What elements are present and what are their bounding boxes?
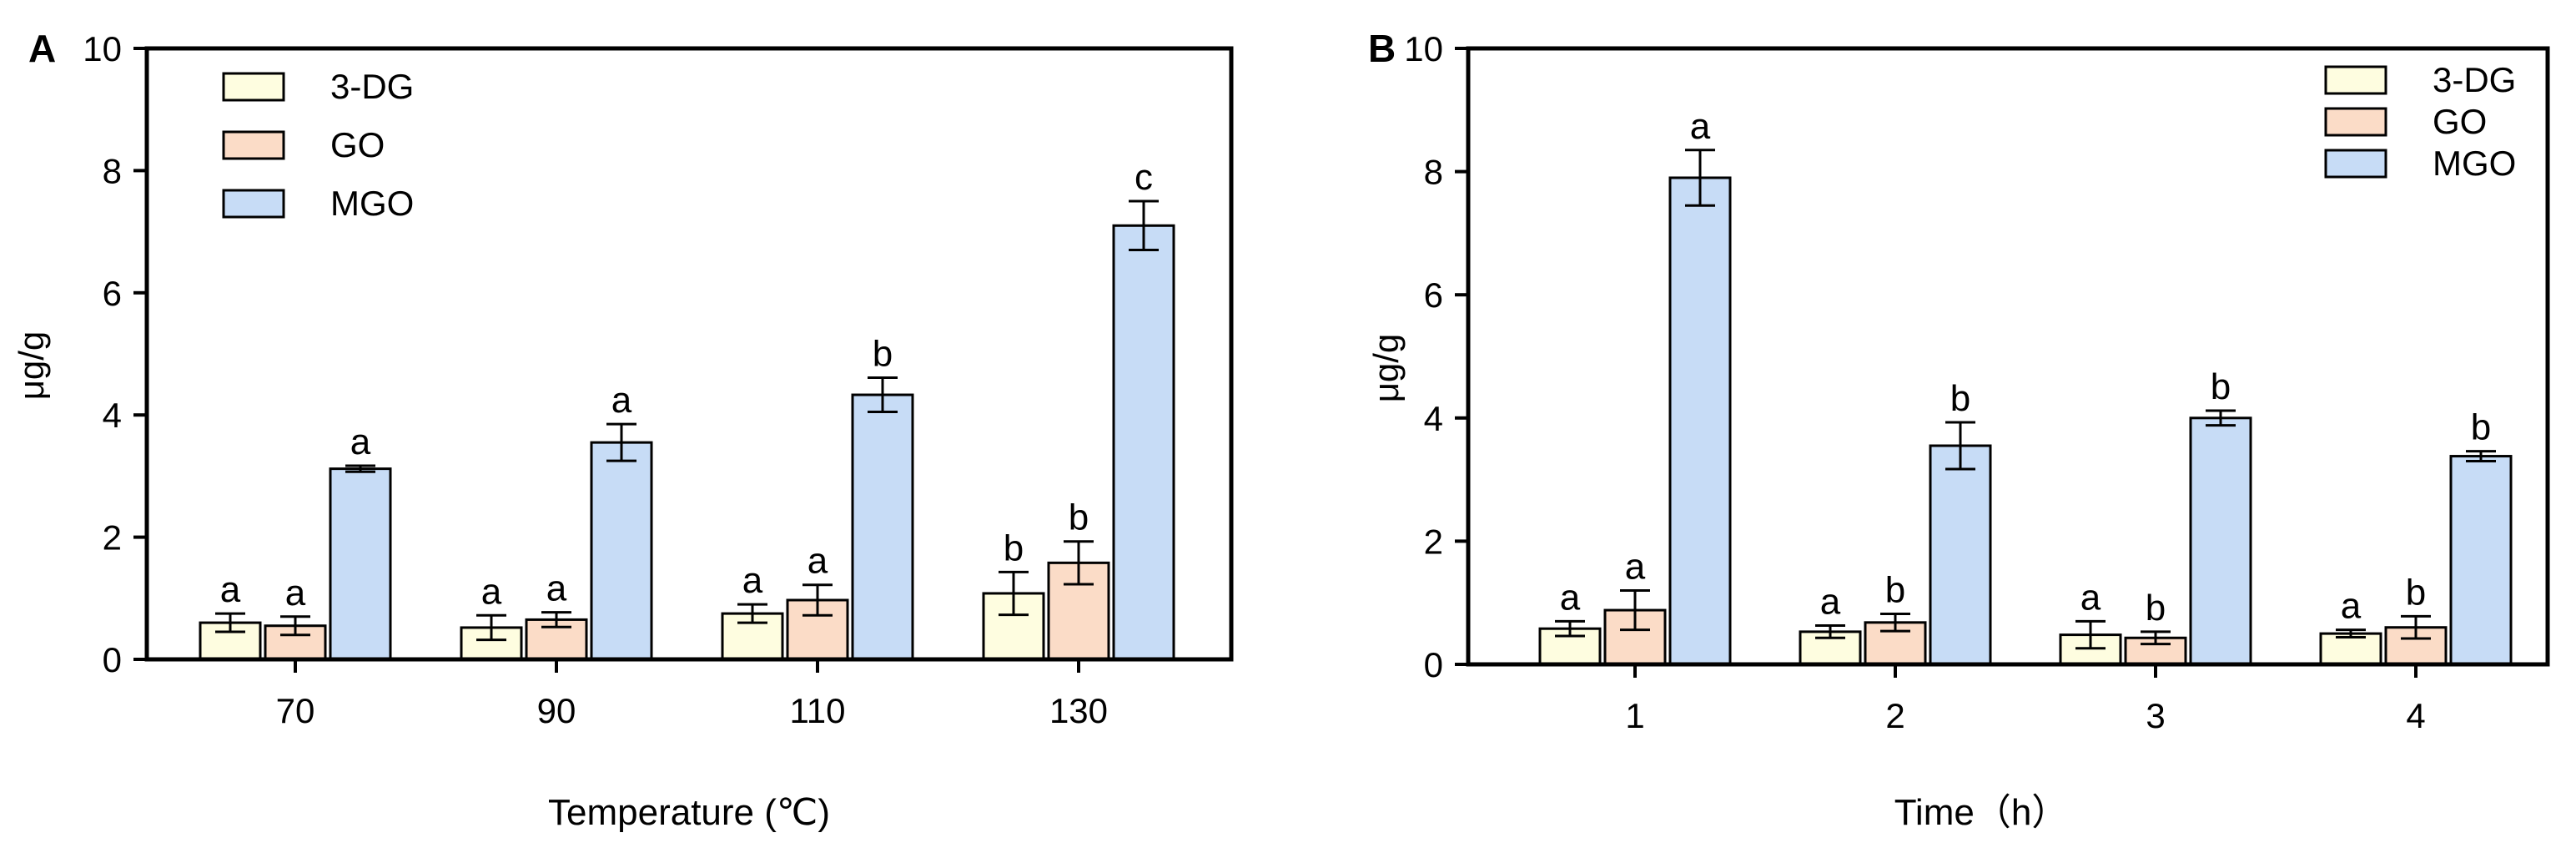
bar-mgo-3 [2191,418,2251,664]
significance-letter: a [481,571,502,612]
y-tick-label: 4 [103,396,122,435]
y-tick-label: 2 [1424,522,1443,561]
bar-mgo-1 [1670,178,1730,664]
legend: 3-DG GO MGO [224,67,414,223]
y-tick-label: 6 [103,274,122,313]
significance-letter: a [350,421,371,462]
y-axis-title: μg/g [1366,334,1406,403]
legend-swatch-go [224,132,284,159]
significance-letter: b [2471,407,2491,448]
y-tick-label: 0 [1424,645,1443,684]
legend-label: MGO [330,184,414,223]
y-tick-label: 10 [1404,29,1443,68]
legend-label: GO [2433,102,2487,141]
x-tick-label: 130 [1049,691,1108,730]
significance-letter: b [2211,366,2231,407]
y-tick-label: 10 [83,29,122,68]
bar-mgo-110 [853,395,913,659]
x-tick-label: 2 [1885,696,1904,735]
significance-letter: a [546,568,567,609]
y-tick-label: 8 [103,151,122,190]
significance-letter: a [2341,586,2362,627]
legend-swatch-3-dg [224,73,284,100]
bar-mgo-4 [2451,457,2511,664]
bar-mgo-90 [591,442,652,659]
significance-letter: a [808,541,828,582]
significance-letter: b [1950,378,1970,419]
significance-letter: a [1690,106,1711,147]
significance-letter: a [1560,577,1581,618]
x-tick-label: 4 [2406,696,2425,735]
x-tick-label: 1 [1625,696,1644,735]
significance-letter: b [1004,527,1024,568]
y-axis-title: μg/g [12,331,51,401]
panel-b: B 0 2 4 6 8 10 μg/g a a a 1 a b b 2 a b b 3 a b b 4 Time（h） 3-DGG… [1366,27,2548,833]
significance-letter: a [1625,546,1646,587]
significance-letter: b [1885,569,1905,610]
legend-label: 3-DG [2433,60,2516,99]
significance-letter: c [1135,157,1153,198]
y-tick-label: 2 [103,518,122,558]
significance-letter: a [285,573,306,613]
legend-swatch-go [2326,109,2386,135]
legend-label: MGO [2433,144,2516,183]
x-tick-label: 3 [2146,696,2165,735]
bar-mgo-130 [1114,225,1174,659]
significance-letter: a [220,569,241,610]
significance-letter: b [1069,497,1089,538]
significance-letter: b [2146,588,2166,628]
significance-letter: b [2406,572,2426,613]
significance-letter: a [2080,577,2101,618]
y-tick-label: 4 [1424,399,1443,438]
bar-mgo-2 [1930,446,1990,664]
panel-label: B [1368,27,1396,70]
y-tick-label: 8 [1424,153,1443,192]
legend-swatch-mgo [224,190,284,217]
x-axis-title: Temperature (℃) [548,792,830,833]
y-tick-label: 6 [1424,275,1443,315]
significance-letter: a [742,560,763,601]
panel-a: A 0 2 4 6 8 10 μg/g a a a 70 a a a 90 a a b 110 b b c 130 Temper… [12,27,1231,833]
x-tick-label: 110 [790,691,846,730]
y-tick-label: 0 [103,640,122,679]
x-axis-title: Time（h） [1894,792,2069,833]
significance-letter: b [873,334,893,375]
legend-label: GO [330,125,385,164]
bar-mgo-70 [330,469,390,659]
panel-label: A [28,27,56,70]
legend-swatch-mgo [2326,150,2386,177]
legend-label: 3-DG [330,67,414,106]
x-tick-label: 70 [276,691,315,730]
significance-letter: a [611,380,632,421]
legend-swatch-3-dg [2326,67,2386,93]
x-tick-label: 90 [537,691,576,730]
significance-letter: a [1820,582,1841,623]
